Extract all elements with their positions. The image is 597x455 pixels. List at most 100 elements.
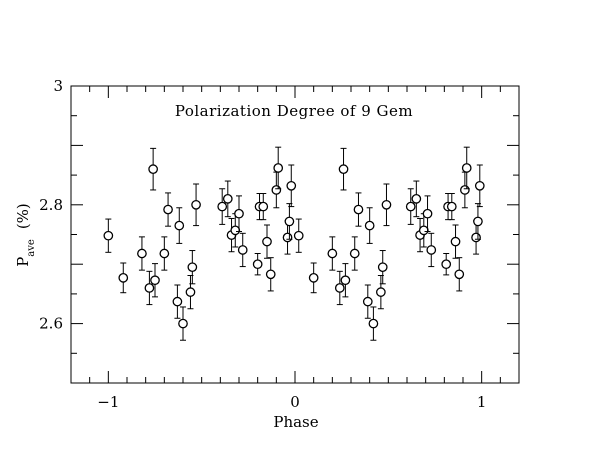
point-marker bbox=[265, 269, 276, 280]
point-marker bbox=[252, 259, 263, 270]
point-marker bbox=[174, 220, 185, 231]
point-marker bbox=[148, 164, 158, 175]
data-point bbox=[368, 306, 379, 341]
point-marker bbox=[471, 232, 481, 243]
chart-title: Polarization Degree of 9 Gem bbox=[175, 102, 413, 120]
point-marker bbox=[237, 245, 248, 255]
data-point bbox=[377, 250, 388, 285]
data-point bbox=[144, 270, 155, 306]
data-point bbox=[308, 262, 319, 294]
data-point bbox=[454, 257, 465, 292]
data-point bbox=[159, 236, 170, 271]
data-point bbox=[271, 171, 282, 209]
point-marker bbox=[411, 194, 422, 204]
point-marker bbox=[262, 236, 272, 247]
point-marker bbox=[362, 296, 373, 307]
point-marker bbox=[284, 216, 295, 227]
data-point bbox=[364, 207, 375, 244]
svg-text:Pave(%): Pave (%) bbox=[14, 203, 37, 267]
data-point bbox=[338, 147, 349, 191]
data-point bbox=[191, 183, 201, 227]
data-point bbox=[163, 192, 173, 227]
data-point bbox=[473, 203, 483, 240]
y-tick-label: 2.6 bbox=[39, 315, 63, 333]
data-point bbox=[446, 193, 457, 221]
point-marker bbox=[364, 220, 375, 231]
point-marker bbox=[150, 275, 160, 286]
point-marker bbox=[426, 245, 437, 255]
x-axis-label: Phase bbox=[273, 413, 318, 431]
point-marker bbox=[405, 201, 416, 212]
data-point bbox=[217, 188, 228, 225]
y-tick-label: 2.8 bbox=[39, 196, 63, 214]
point-marker bbox=[376, 287, 386, 297]
point-marker bbox=[103, 230, 114, 241]
data-points bbox=[103, 146, 485, 341]
axis-tick-labels: −1 0 1 2.6 2.8 3 bbox=[39, 77, 486, 411]
data-point bbox=[148, 147, 158, 191]
point-marker bbox=[159, 248, 170, 259]
data-point bbox=[265, 257, 276, 292]
data-point bbox=[187, 250, 198, 285]
x-tick-label: 0 bbox=[290, 393, 300, 411]
data-point bbox=[252, 253, 263, 276]
data-point bbox=[178, 306, 188, 341]
data-point bbox=[284, 203, 295, 240]
point-marker bbox=[454, 269, 465, 280]
point-marker bbox=[441, 259, 452, 270]
data-point bbox=[293, 218, 304, 253]
point-marker bbox=[282, 232, 293, 243]
data-point bbox=[349, 236, 360, 271]
data-point bbox=[474, 164, 485, 208]
point-marker bbox=[273, 163, 284, 173]
data-point bbox=[137, 236, 147, 271]
point-marker bbox=[353, 204, 364, 215]
point-marker bbox=[172, 296, 183, 307]
x-tick-label: −1 bbox=[97, 393, 119, 411]
point-marker bbox=[191, 199, 201, 210]
data-point bbox=[286, 164, 297, 208]
point-marker bbox=[422, 208, 433, 219]
point-marker bbox=[230, 225, 241, 236]
point-marker bbox=[118, 273, 129, 283]
point-marker bbox=[349, 248, 360, 259]
point-marker bbox=[187, 262, 198, 273]
data-point bbox=[405, 188, 416, 225]
point-marker bbox=[271, 185, 282, 195]
point-marker bbox=[327, 248, 338, 259]
point-marker bbox=[308, 273, 319, 283]
point-marker bbox=[338, 164, 349, 175]
point-marker bbox=[293, 230, 304, 241]
data-point bbox=[340, 263, 351, 298]
data-point bbox=[172, 284, 183, 319]
data-point bbox=[222, 180, 233, 218]
data-point bbox=[411, 180, 422, 218]
point-marker bbox=[178, 318, 188, 329]
y-axis-label-main: P bbox=[14, 257, 32, 267]
point-marker bbox=[460, 185, 470, 195]
data-point bbox=[273, 146, 284, 190]
point-marker bbox=[377, 262, 388, 273]
data-point bbox=[450, 224, 461, 259]
y-axis-label-unit: (%) bbox=[14, 203, 32, 229]
data-point bbox=[185, 274, 196, 310]
data-point bbox=[258, 193, 269, 221]
point-marker bbox=[144, 283, 155, 293]
data-point bbox=[334, 270, 345, 306]
point-marker bbox=[137, 248, 147, 259]
point-marker bbox=[461, 163, 472, 173]
point-marker bbox=[234, 208, 244, 219]
data-point bbox=[426, 232, 437, 268]
axis-ticks bbox=[70, 85, 520, 384]
data-point bbox=[376, 274, 386, 310]
point-marker bbox=[185, 287, 196, 297]
data-point bbox=[118, 262, 129, 294]
data-point bbox=[327, 236, 338, 271]
point-marker bbox=[217, 201, 228, 212]
data-point bbox=[362, 284, 373, 319]
data-point bbox=[460, 171, 470, 209]
data-point bbox=[237, 232, 248, 268]
data-point bbox=[262, 224, 272, 259]
point-marker bbox=[163, 204, 173, 215]
